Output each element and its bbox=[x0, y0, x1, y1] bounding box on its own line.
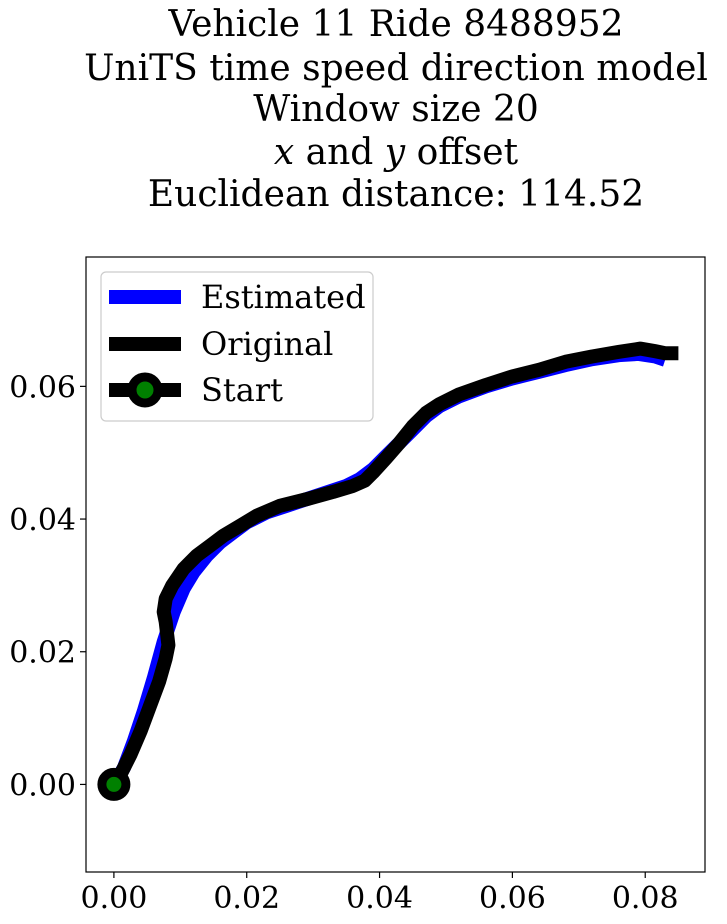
title-line-1: Vehicle 11 Ride 8488952 bbox=[167, 4, 623, 45]
x-tick-label: 0.08 bbox=[612, 881, 679, 916]
legend-start-marker bbox=[127, 372, 163, 408]
x-tick-label: 0.04 bbox=[346, 881, 413, 916]
plot-area bbox=[97, 341, 679, 801]
series-group bbox=[97, 341, 679, 801]
title-line-5: Euclidean distance: 114.52 bbox=[148, 174, 644, 215]
series-line-original bbox=[108, 341, 679, 789]
title-line-4: x and y offset bbox=[274, 132, 519, 173]
title-line-4-y: y bbox=[383, 132, 406, 173]
plot-frame bbox=[85, 256, 706, 873]
x-axis: 0.00 0.02 0.04 0.06 0.08 bbox=[80, 872, 679, 916]
y-tick-label: 0.06 bbox=[9, 370, 76, 405]
y-tick-label: 0.04 bbox=[9, 503, 76, 538]
title-line-4-offset: offset bbox=[405, 132, 518, 173]
title-line-2: UniTS time speed direction model bbox=[84, 48, 708, 89]
x-tick-label: 0.00 bbox=[80, 881, 147, 916]
legend-original-label: Original bbox=[201, 325, 333, 363]
y-tick-label: 0.02 bbox=[9, 636, 76, 671]
title-line-4-and: and bbox=[294, 132, 385, 173]
x-tick-label: 0.06 bbox=[479, 881, 546, 916]
y-axis: 0.00 0.02 0.04 0.06 bbox=[9, 370, 86, 803]
legend-start-label: Start bbox=[201, 371, 283, 409]
legend: Estimated Original Start bbox=[100, 271, 374, 422]
start-point-marker bbox=[97, 767, 131, 801]
title-line-4-x: x bbox=[274, 132, 294, 173]
y-tick-label: 0.00 bbox=[9, 768, 76, 803]
legend-estimated-label: Estimated bbox=[201, 278, 366, 316]
x-tick-label: 0.02 bbox=[213, 881, 280, 916]
chart-title: Vehicle 11 Ride 8488952 UniTS time speed… bbox=[84, 4, 708, 215]
title-line-3: Window size 20 bbox=[253, 89, 539, 130]
